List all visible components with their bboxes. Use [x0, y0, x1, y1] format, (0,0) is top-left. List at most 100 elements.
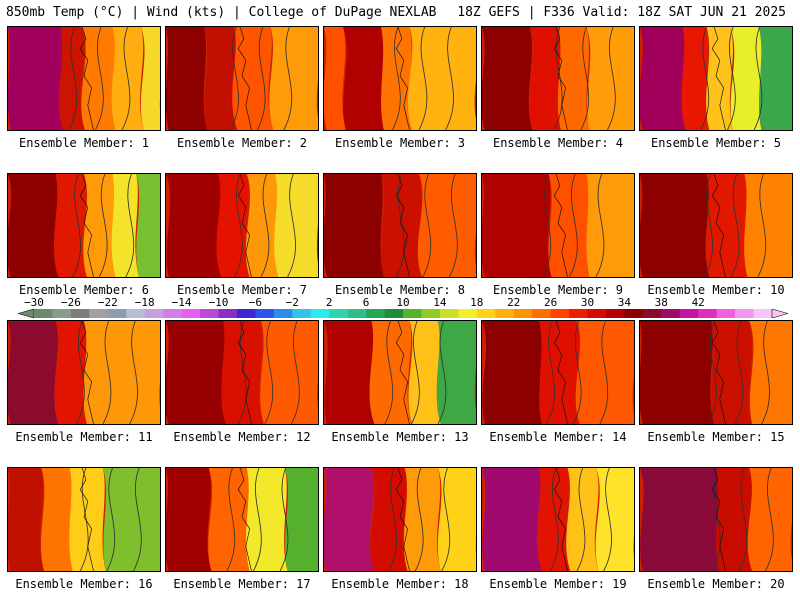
ensemble-map-14	[481, 320, 635, 425]
colorbar-swatch	[495, 309, 514, 318]
temperature-band	[269, 27, 318, 130]
ensemble-map-7	[165, 173, 319, 278]
temperature-field	[482, 27, 634, 130]
colorbar-swatch	[366, 309, 385, 318]
ensemble-member-label: Ensemble Member: 20	[647, 577, 785, 591]
height-contour	[761, 321, 770, 424]
height-contour	[603, 468, 612, 571]
colorbar-swatch	[310, 309, 330, 318]
colorbar-swatch	[181, 309, 201, 318]
legend-tick-label: −10	[208, 296, 229, 309]
legend-tick-label: 14	[433, 296, 447, 309]
temperature-band	[260, 321, 318, 424]
temperature-field	[8, 468, 160, 571]
coastline	[395, 468, 410, 571]
temperature-band	[482, 27, 533, 130]
temperature-band	[8, 27, 64, 130]
temperature-band	[324, 27, 346, 130]
height-contour	[727, 27, 736, 130]
temperature-band	[640, 321, 715, 424]
legend-tick-label: 18	[470, 296, 484, 309]
temperature-band	[216, 174, 250, 277]
colorbar-swatch	[70, 309, 90, 318]
height-contour	[411, 321, 420, 424]
height-contour	[95, 27, 104, 130]
ensemble-map-12	[165, 320, 319, 425]
height-contour	[253, 468, 262, 571]
height-contour	[445, 27, 454, 130]
ensemble-member-label: Ensemble Member: 17	[173, 577, 311, 591]
height-contour	[734, 321, 744, 424]
colorbar-swatch	[735, 309, 754, 318]
height-contour	[753, 27, 763, 130]
ensemble-member-label: Ensemble Member: 3	[334, 136, 466, 150]
ensemble-member-label: Ensemble Member: 15	[647, 430, 785, 444]
coastline	[711, 468, 726, 571]
colorbar-swatch	[52, 309, 72, 318]
coastline	[79, 321, 94, 424]
height-contour	[757, 174, 767, 277]
coastline	[79, 27, 94, 130]
ensemble-member-label: Ensemble Member: 5	[650, 136, 782, 150]
height-contour	[738, 468, 748, 571]
temperature-band	[8, 321, 59, 424]
temperature-band	[55, 321, 88, 424]
temperature-band	[403, 468, 441, 571]
temperature-field	[482, 321, 634, 424]
temperature-field	[324, 174, 476, 277]
temperature-band	[706, 174, 749, 277]
coastline	[237, 468, 252, 571]
colorbar-swatch	[642, 309, 662, 318]
temperature-band	[436, 321, 476, 424]
height-contour	[384, 321, 394, 424]
coastline	[711, 27, 726, 130]
temperature-band	[324, 174, 384, 277]
ensemble-map-16	[7, 467, 161, 572]
temperature-band	[381, 27, 413, 130]
temperature-field	[640, 27, 792, 130]
ensemble-member-label: Ensemble Member: 16	[15, 577, 153, 591]
temperature-band	[595, 468, 634, 571]
height-contour	[441, 468, 451, 571]
height-contour	[279, 468, 289, 571]
legend-tick-label: −6	[248, 296, 263, 309]
height-contour	[542, 174, 552, 277]
colorbar-swatch	[200, 309, 219, 318]
height-contour	[237, 321, 247, 424]
ensemble-member-label: Ensemble Member: 9	[492, 283, 624, 297]
ensemble-map-3	[323, 26, 477, 131]
legend-tick-label: 6	[362, 296, 370, 309]
colorbar	[18, 309, 788, 318]
height-contour	[133, 468, 142, 571]
colorbar-swatch	[236, 309, 256, 318]
coastline	[237, 321, 252, 424]
temperature-band	[586, 174, 634, 277]
colorbar-swatch	[532, 309, 551, 318]
colorbar-swatch	[513, 309, 533, 318]
temperature-band	[711, 321, 753, 424]
coastline	[711, 174, 726, 277]
temperature-field	[640, 174, 792, 277]
colorbar-swatch	[292, 309, 312, 318]
temperature-field	[482, 174, 634, 277]
ensemble-member-label: Ensemble Member: 10	[647, 283, 785, 297]
temperature-band	[221, 321, 264, 424]
legend-tick-label: 38	[654, 296, 668, 309]
ensemble-map-17	[165, 467, 319, 572]
height-contour	[72, 174, 81, 277]
height-contour	[395, 174, 405, 277]
ensemble-member-label: Ensemble Member: 19	[489, 577, 627, 591]
ensemble-member-label: Ensemble Member: 1	[18, 136, 150, 150]
temperature-field	[324, 468, 476, 571]
colorbar-swatch	[550, 309, 570, 318]
height-contour	[550, 468, 559, 571]
ensemble-member-label: Ensemble Member: 13	[331, 430, 469, 444]
height-contour	[68, 27, 78, 130]
colorbar-swatch	[34, 309, 53, 318]
temperature-band	[586, 27, 634, 130]
temperature-band	[204, 27, 238, 130]
map-title: 850mb Temp (°C) | Wind (kts) | College o…	[6, 5, 437, 20]
temperature-field	[166, 174, 318, 277]
legend-tick-label: −18	[134, 296, 155, 309]
ensemble-map-18	[323, 467, 477, 572]
